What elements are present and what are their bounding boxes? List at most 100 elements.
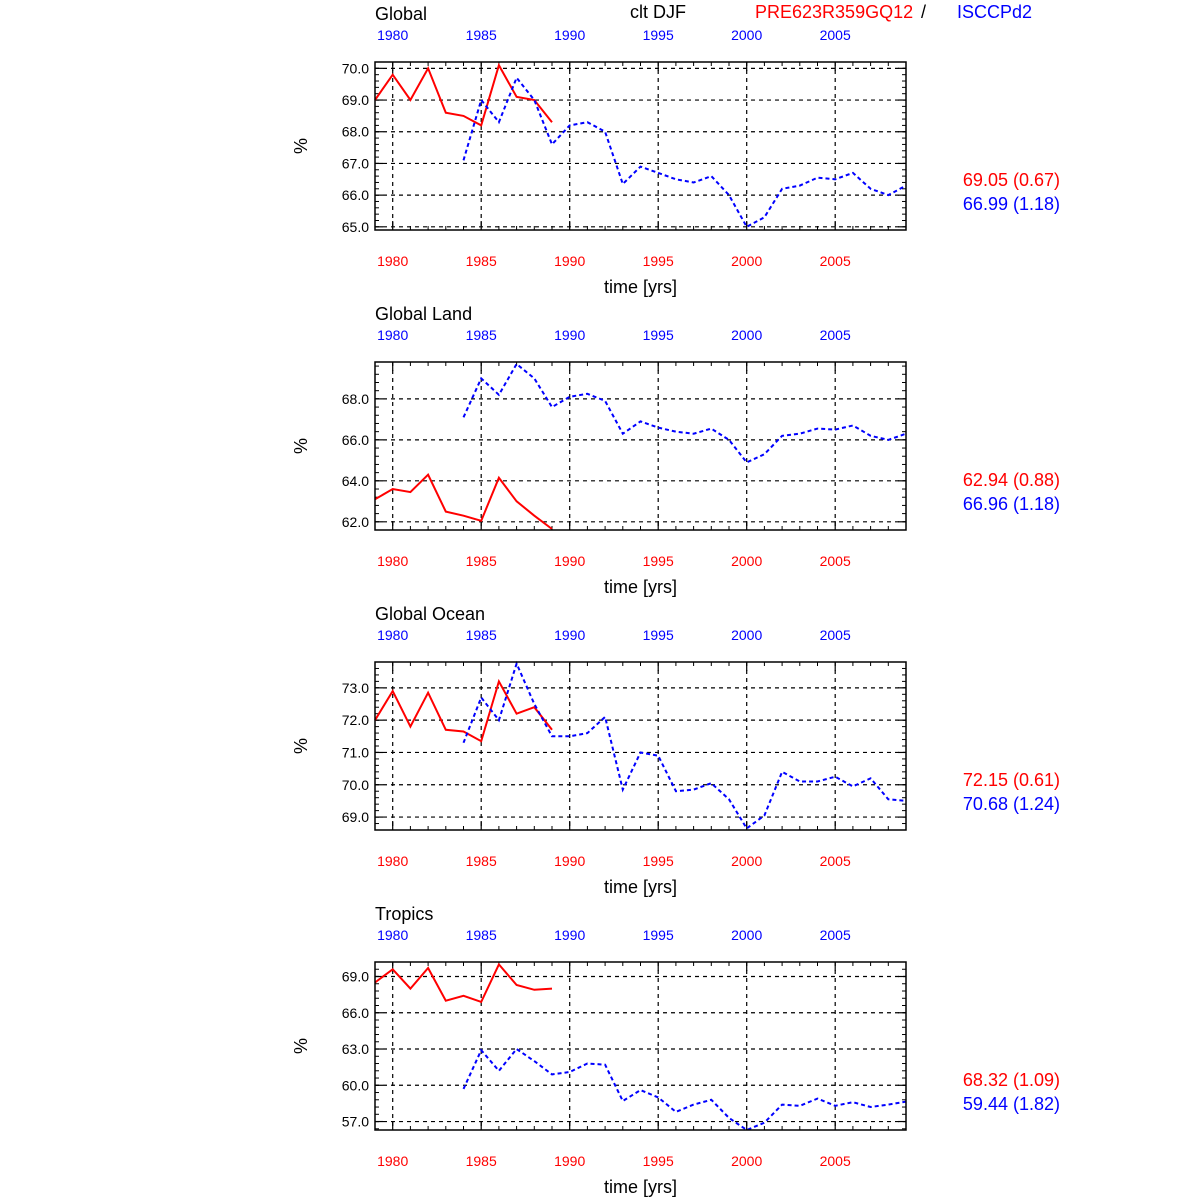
stat-model: 69.05 (0.67): [963, 170, 1060, 190]
x-tick-label-bottom: 2000: [731, 553, 762, 569]
header-separator: /: [921, 2, 926, 22]
x-tick-label-top: 2005: [820, 27, 851, 43]
x-tick-label-top: 2000: [731, 927, 762, 943]
header-variable: clt DJF: [630, 2, 686, 22]
y-tick-label: 60.0: [342, 1077, 369, 1093]
x-tick-label-top: 1990: [554, 927, 585, 943]
series-line-model: [374, 962, 553, 1004]
y-tick-label: 64.0: [342, 473, 369, 489]
stat-model: 68.32 (1.09): [963, 1070, 1060, 1090]
stat-obs: 59.44 (1.82): [963, 1094, 1060, 1114]
stat-obs: 66.96 (1.18): [963, 494, 1060, 514]
y-tick-label: 72.0: [342, 712, 369, 728]
panel-tropics: Tropics 57.0 60.0 63.0 66.0 69.0 1980 1980 1985 1…: [291, 904, 1060, 1197]
x-tick-label-bottom: 1990: [554, 253, 585, 269]
x-tick-label-top: 2005: [820, 327, 851, 343]
x-axis-label: time [yrs]: [604, 577, 677, 597]
y-tick-label: 70.0: [342, 777, 369, 793]
x-tick-label-bottom: 2005: [820, 253, 851, 269]
y-tick-label: 70.0: [342, 60, 369, 76]
x-tick-label-top: 1980: [377, 27, 408, 43]
x-tick-label-top: 1980: [377, 927, 408, 943]
y-tick-label: 68.0: [342, 124, 369, 140]
x-tick-label-bottom: 1995: [643, 253, 674, 269]
series-line-model: [374, 678, 553, 743]
series-line-model: [374, 62, 553, 127]
panel-global-land: Global Land 62.0 64.0 66.0 68.0 1980 1980 1985 1…: [291, 304, 1060, 597]
y-tick-label: 57.0: [342, 1114, 369, 1130]
x-tick-label-bottom: 1995: [643, 553, 674, 569]
x-tick-label-bottom: 2000: [731, 253, 762, 269]
x-axis-label: time [yrs]: [604, 877, 677, 897]
stat-model: 62.94 (0.88): [963, 470, 1060, 490]
x-axis-label: time [yrs]: [604, 277, 677, 297]
panel-title: Tropics: [375, 904, 433, 924]
y-axis-label: %: [291, 738, 311, 754]
x-tick-label-top: 1995: [643, 27, 674, 43]
y-axis-label: %: [291, 1038, 311, 1054]
y-tick-label: 69.0: [342, 92, 369, 108]
plot-frame: [374, 961, 907, 1131]
plot-frame: [374, 61, 907, 231]
series-line-obs: [462, 660, 907, 830]
x-tick-label-bottom: 1980: [377, 553, 408, 569]
y-tick-label: 62.0: [342, 514, 369, 530]
x-tick-label-bottom: 1980: [377, 253, 408, 269]
stat-obs: 70.68 (1.24): [963, 794, 1060, 814]
x-tick-label-top: 2005: [820, 927, 851, 943]
plot-frame: [374, 661, 907, 831]
x-tick-label-bottom: 1995: [643, 853, 674, 869]
x-tick-label-top: 1995: [643, 327, 674, 343]
series-line-obs: [462, 362, 907, 464]
x-tick-label-top: 1985: [466, 327, 497, 343]
x-tick-label-bottom: 1990: [554, 853, 585, 869]
x-tick-label-bottom: 1985: [466, 1153, 497, 1169]
x-tick-label-bottom: 2005: [820, 553, 851, 569]
x-tick-label-bottom: 2000: [731, 853, 762, 869]
y-tick-label: 68.0: [342, 391, 369, 407]
series-line-obs: [462, 75, 907, 229]
x-tick-label-bottom: 1990: [554, 553, 585, 569]
x-tick-label-top: 1995: [643, 927, 674, 943]
y-tick-label: 66.0: [342, 187, 369, 203]
series-line-model: [374, 473, 553, 530]
x-tick-label-bottom: 1985: [466, 853, 497, 869]
x-tick-label-top: 2000: [731, 627, 762, 643]
series-line-obs: [462, 1047, 907, 1132]
stat-model: 72.15 (0.61): [963, 770, 1060, 790]
x-tick-label-bottom: 2005: [820, 853, 851, 869]
y-tick-label: 66.0: [342, 432, 369, 448]
x-tick-label-top: 1995: [643, 627, 674, 643]
x-tick-label-top: 1985: [466, 927, 497, 943]
x-tick-label-top: 1980: [377, 327, 408, 343]
header-model: PRE623R359GQ12: [755, 2, 913, 22]
y-tick-label: 66.0: [342, 1005, 369, 1021]
y-tick-label: 67.0: [342, 155, 369, 171]
x-tick-label-top: 1990: [554, 27, 585, 43]
y-axis-label: %: [291, 438, 311, 454]
x-tick-label-top: 1990: [554, 327, 585, 343]
x-tick-label-bottom: 1980: [377, 1153, 408, 1169]
y-axis-label: %: [291, 138, 311, 154]
x-tick-label-top: 2000: [731, 27, 762, 43]
y-tick-label: 65.0: [342, 219, 369, 235]
x-tick-label-bottom: 2000: [731, 1153, 762, 1169]
header-obs: ISCCPd2: [957, 2, 1032, 22]
x-tick-label-bottom: 1990: [554, 1153, 585, 1169]
x-tick-label-bottom: 2005: [820, 1153, 851, 1169]
y-tick-label: 69.0: [342, 969, 369, 985]
x-tick-label-top: 2000: [731, 327, 762, 343]
x-tick-label-top: 1980: [377, 627, 408, 643]
x-tick-label-top: 1985: [466, 27, 497, 43]
panel-title: Global Land: [375, 304, 472, 324]
x-tick-label-top: 2005: [820, 627, 851, 643]
y-tick-label: 63.0: [342, 1041, 369, 1057]
panel-title: Global: [375, 4, 427, 24]
y-tick-label: 73.0: [342, 680, 369, 696]
x-axis-label: time [yrs]: [604, 1177, 677, 1197]
panel-global: Global 65.0 66.0 67.0 68.0 69.0 70.0 1980 1980 19…: [291, 4, 1060, 297]
y-tick-label: 69.0: [342, 809, 369, 825]
panel-title: Global Ocean: [375, 604, 485, 624]
x-tick-label-bottom: 1980: [377, 853, 408, 869]
